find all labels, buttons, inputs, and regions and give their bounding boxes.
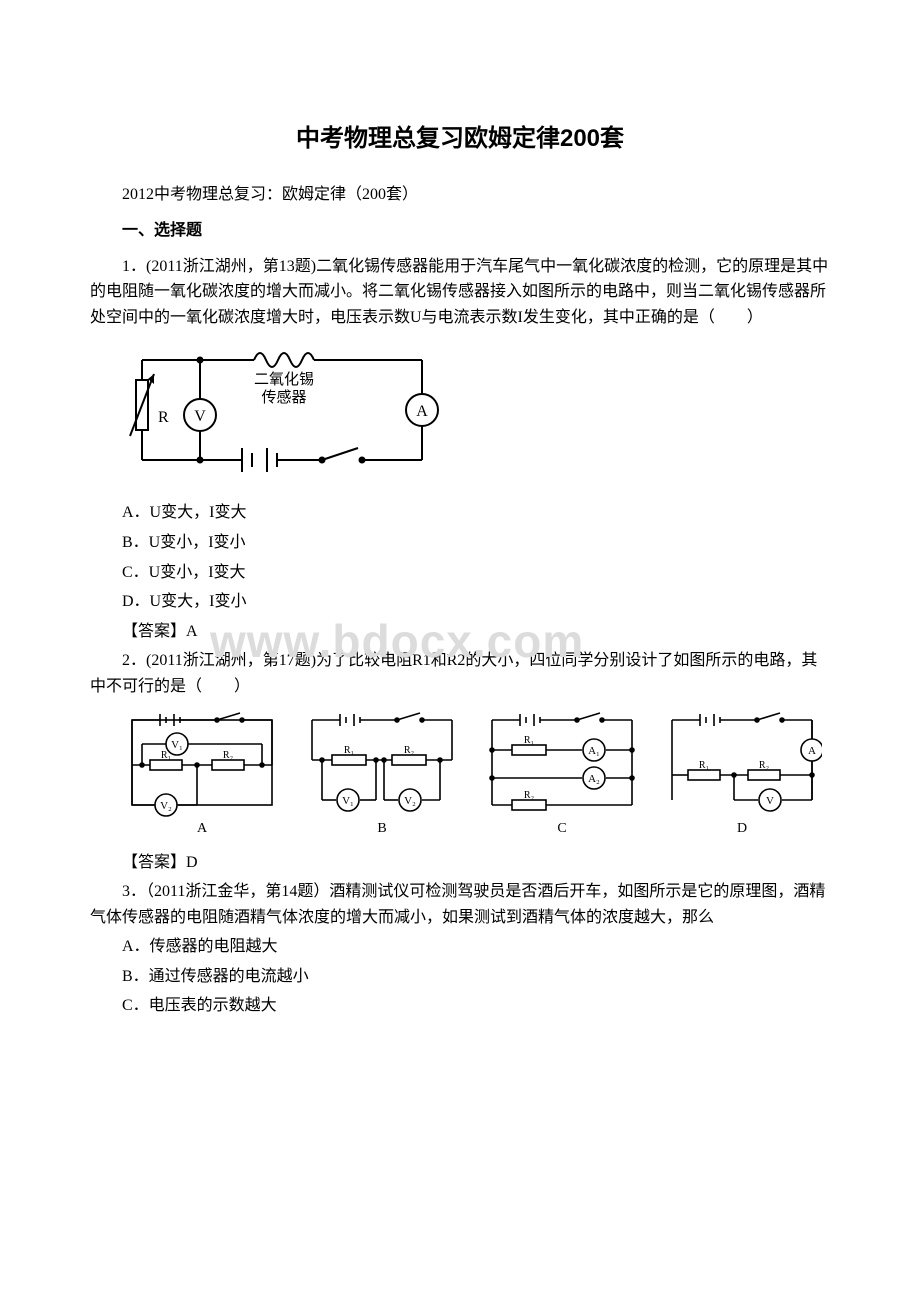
- q1-option-c: C．U变小，I变大: [90, 560, 830, 586]
- q1-circuit-figure: V A R 二氧化锡 传感器: [122, 340, 830, 490]
- fig2-label-a: A: [197, 821, 208, 836]
- svg-text:R₁: R₁: [344, 745, 354, 756]
- fig2-label-c: C: [557, 821, 566, 836]
- svg-text:V₂: V₂: [160, 800, 172, 812]
- q2-circuit-figure: V₁ V₂ R₁ R₂ A: [122, 710, 830, 840]
- q2-answer: 【答案】D: [90, 850, 830, 876]
- svg-text:R₂: R₂: [524, 790, 534, 801]
- q1-answer: 【答案】A: [90, 619, 830, 645]
- resistor-label: R: [158, 409, 169, 426]
- section-heading: 一、选择题: [90, 218, 830, 244]
- document-page: 中考物理总复习欧姆定律200套 2012中考物理总复习：欧姆定律（200套） 一…: [0, 0, 920, 1083]
- svg-text:R₁: R₁: [524, 735, 534, 746]
- svg-text:R₂: R₂: [404, 745, 414, 756]
- q3-option-b: B．通过传感器的电流越小: [90, 964, 830, 990]
- q3-option-a: A．传感器的电阻越大: [90, 934, 830, 960]
- svg-text:V₁: V₁: [342, 795, 354, 807]
- voltmeter-label: V: [194, 408, 206, 425]
- svg-text:R₂: R₂: [223, 750, 233, 761]
- subtitle: 2012中考物理总复习：欧姆定律（200套）: [90, 182, 830, 208]
- page-title: 中考物理总复习欧姆定律200套: [90, 120, 830, 158]
- svg-text:A₁: A₁: [588, 745, 600, 757]
- svg-text:V: V: [766, 795, 774, 807]
- svg-text:V₂: V₂: [404, 795, 416, 807]
- q3-option-c: C．电压表的示数越大: [90, 993, 830, 1019]
- q1-option-a: A．U变大，I变大: [90, 500, 830, 526]
- ammeter-label: A: [416, 403, 428, 420]
- q2-text: 2．(2011浙江湖州，第17题)为了比较电阻R1和R2的大小，四位同学分别设计…: [90, 648, 830, 699]
- svg-text:R₁: R₁: [699, 760, 709, 771]
- svg-text:R₂: R₂: [759, 760, 769, 771]
- svg-text:A: A: [808, 745, 816, 757]
- q1-text: 1．(2011浙江湖州，第13题)二氧化锡传感器能用于汽车尾气中一氧化碳浓度的检…: [90, 254, 830, 331]
- q1-option-d: D．U变大，I变小: [90, 589, 830, 615]
- sensor-label-2: 传感器: [261, 389, 306, 406]
- sensor-label-1: 二氧化锡: [254, 371, 314, 388]
- fig2-label-b: B: [377, 821, 386, 836]
- svg-text:A₂: A₂: [588, 773, 600, 785]
- svg-text:V₁: V₁: [171, 739, 183, 751]
- fig2-label-d: D: [737, 821, 747, 836]
- q3-text: 3．（2011浙江金华，第14题）酒精测试仪可检测驾驶员是否酒后开车，如图所示是…: [90, 879, 830, 930]
- svg-text:R₁: R₁: [161, 750, 171, 761]
- q1-option-b: B．U变小，I变小: [90, 530, 830, 556]
